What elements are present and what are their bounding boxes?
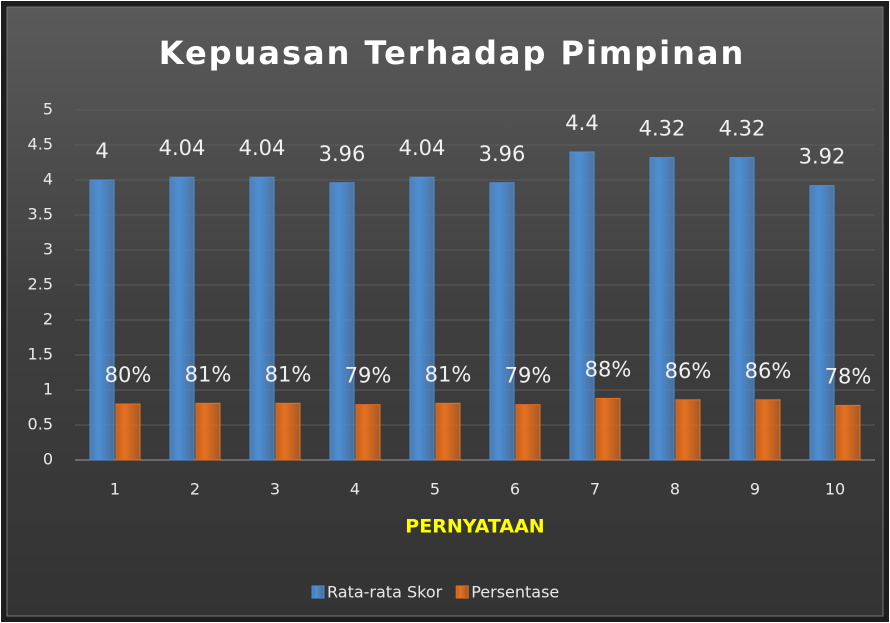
y-tick-label: 2.5 — [28, 275, 53, 294]
x-tick-label: 10 — [825, 480, 845, 499]
value-label: 4.4 — [565, 111, 598, 135]
legend-swatch — [311, 585, 325, 599]
x-axis-label: PERNYATAAN — [405, 516, 544, 538]
y-tick-label: 0 — [43, 450, 53, 469]
value-label: 81% — [185, 362, 232, 386]
y-tick-label: 2 — [43, 310, 53, 329]
bar — [435, 402, 461, 461]
value-label: 79% — [345, 364, 392, 388]
bar — [249, 176, 275, 461]
bar — [729, 157, 755, 461]
legend-swatch — [455, 585, 469, 599]
x-tick-label: 9 — [750, 480, 760, 499]
value-label: 81% — [425, 362, 472, 386]
value-label: 4.04 — [159, 136, 206, 160]
x-tick-label: 8 — [670, 480, 680, 499]
bar — [195, 402, 221, 461]
bar — [275, 402, 301, 461]
value-label: 86% — [745, 359, 792, 383]
bar — [489, 182, 515, 461]
bar — [755, 399, 781, 461]
x-tick-label: 1 — [110, 480, 120, 499]
value-label: 79% — [505, 364, 552, 388]
y-tick-label: 4 — [43, 170, 53, 189]
bar — [569, 151, 595, 461]
x-tick-label: 3 — [270, 480, 280, 499]
bar — [809, 185, 835, 461]
value-label: 4.32 — [639, 117, 686, 141]
bar — [515, 404, 541, 461]
bar — [595, 397, 621, 461]
value-label: 4.32 — [719, 117, 766, 141]
y-tick-label: 3.5 — [28, 205, 53, 224]
bar — [649, 157, 675, 461]
y-tick-label: 1.5 — [28, 345, 53, 364]
value-label: 88% — [585, 357, 632, 381]
x-tick-label: 4 — [350, 480, 360, 499]
value-label: 86% — [665, 359, 712, 383]
value-label: 4.04 — [399, 136, 446, 160]
value-label: 4 — [95, 139, 108, 163]
legend-label: Rata-rata Skor — [327, 583, 443, 602]
chart-title: Kepuasan Terhadap Pimpinan — [159, 34, 746, 72]
y-tick-label: 3 — [43, 240, 53, 259]
bar — [409, 176, 435, 461]
x-tick-label: 5 — [430, 480, 440, 499]
value-label: 81% — [265, 362, 312, 386]
x-tick-label: 7 — [590, 480, 600, 499]
value-label: 78% — [825, 364, 872, 388]
bar — [675, 399, 701, 461]
x-tick-label: 6 — [510, 480, 520, 499]
bar — [329, 182, 355, 461]
bar — [115, 403, 141, 461]
value-label: 4.04 — [239, 136, 286, 160]
value-label: 3.96 — [479, 142, 526, 166]
y-tick-label: 5 — [43, 100, 53, 119]
y-tick-label: 0.5 — [28, 415, 53, 434]
x-tick-label: 2 — [190, 480, 200, 499]
value-label: 3.92 — [799, 145, 846, 169]
y-tick-label: 4.5 — [28, 135, 53, 154]
bar — [89, 179, 115, 461]
bar — [169, 176, 195, 461]
value-label: 3.96 — [319, 142, 366, 166]
bar — [355, 404, 381, 461]
legend-label: Persentase — [471, 583, 559, 602]
value-label: 80% — [105, 363, 152, 387]
y-tick-label: 1 — [43, 380, 53, 399]
bar — [835, 404, 861, 461]
